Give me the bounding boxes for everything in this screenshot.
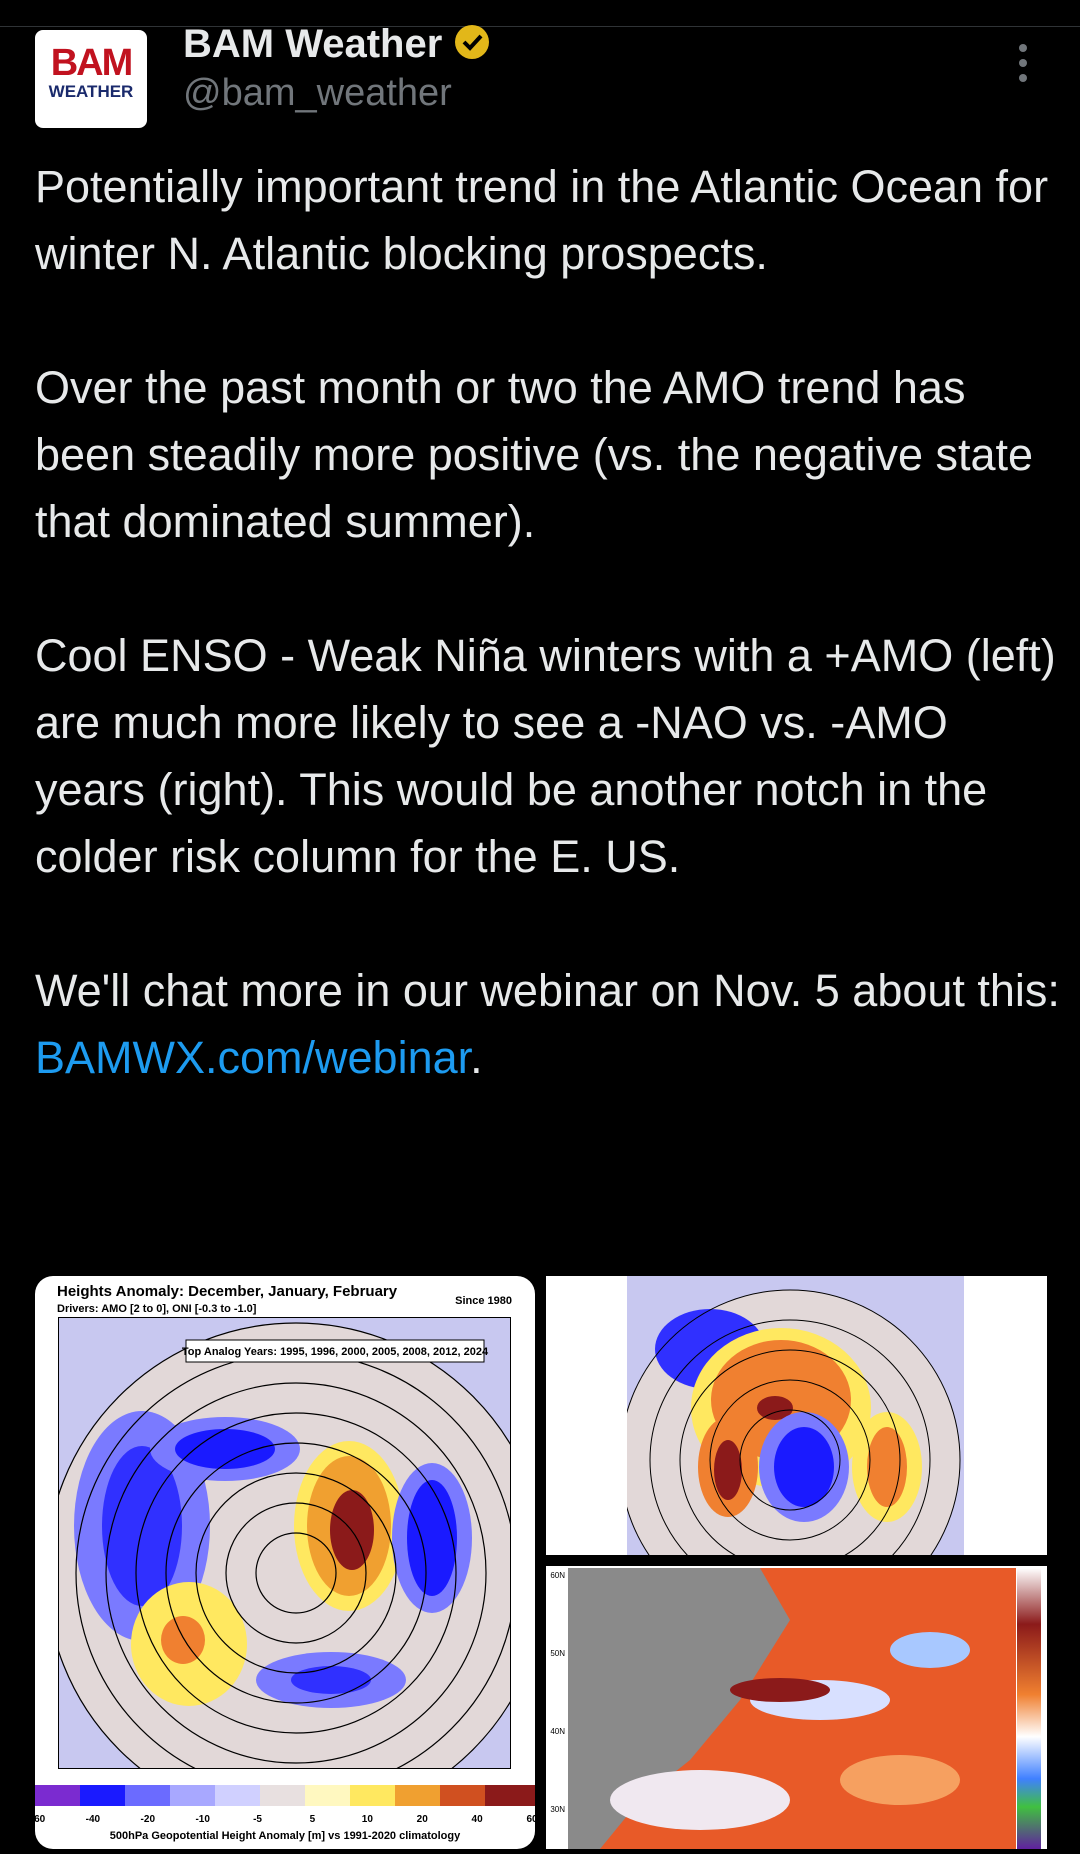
colorbar-label: 500hPa Geopotential Height Anomaly [m] v…: [110, 1830, 461, 1842]
height-map: [58, 1317, 511, 1769]
closing-end: .: [470, 1032, 483, 1083]
colorbar-tick-label: -60: [31, 1814, 46, 1825]
verified-badge: [455, 25, 490, 59]
author-name-text: BAM Weather: [183, 22, 443, 66]
colorbar-tick-label: 40: [472, 1814, 484, 1825]
map-since: Since 1980: [455, 1295, 512, 1307]
colorbar: [35, 1785, 535, 1806]
analog-map: [627, 1276, 964, 1555]
avatar[interactable]: BAM WEATHER: [35, 30, 147, 128]
map-title: Heights Anomaly: December, January, Febr…: [57, 1283, 398, 1300]
map-drivers: Drivers: AMO [2 to 0], ONI [-0.3 to -1.0…: [57, 1303, 257, 1315]
sst-map: [568, 1568, 1041, 1849]
analog-box: [185, 1339, 485, 1363]
paragraph: Over the past month or two the AMO trend…: [35, 362, 1034, 547]
lat-label: 60N: [550, 1571, 565, 1580]
colorbar-tick-label: 5: [310, 1814, 316, 1825]
colorbar-tick-label: -40: [86, 1814, 101, 1825]
colorbar-tick-label: -5: [253, 1814, 262, 1825]
closing-text: We'll chat more in our webinar on Nov. 5…: [35, 965, 1060, 1016]
colorbar-tick-label: 60: [526, 1814, 538, 1825]
post-text: Potentially important trend in the Atlan…: [35, 153, 1065, 1158]
lat-label: 50N: [550, 1649, 565, 1658]
map-analogs: Top Analog Years: 1995, 1996, 2000, 2005…: [182, 1346, 489, 1358]
link[interactable]: BAMWX.com/webinar: [35, 1032, 471, 1083]
colorbar-tick-label: 10: [362, 1814, 374, 1825]
divider: [0, 26, 1080, 27]
lat-label: 30N: [550, 1805, 565, 1814]
author-name[interactable]: BAM Weather: [183, 22, 491, 67]
author-handle[interactable]: @bam_weather: [183, 72, 452, 114]
lat-label: 40N: [550, 1727, 565, 1736]
colorbar-tick-label: 20: [417, 1814, 429, 1825]
colorbar-tick-label: -20: [141, 1814, 156, 1825]
paragraph: Cool ENSO - Weak Niña winters with a +AM…: [35, 630, 1056, 882]
paragraph: We'll chat more in our webinar on Nov. 5…: [35, 957, 1065, 1091]
more-menu[interactable]: [1010, 40, 1036, 86]
colorbar-tick-label: -10: [195, 1814, 210, 1825]
paragraph: Potentially important trend in the Atlan…: [35, 161, 1049, 279]
avatar-logo: BAM: [50, 42, 134, 84]
avatar-label: WEATHER: [48, 82, 134, 101]
